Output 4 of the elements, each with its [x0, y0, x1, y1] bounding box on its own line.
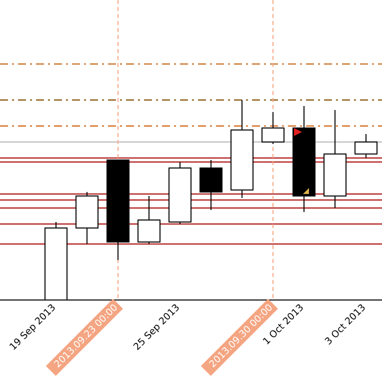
candlestick: [262, 112, 284, 144]
candlestick: [138, 196, 160, 244]
candlestick: [354, 134, 378, 158]
candlestick: [200, 160, 222, 210]
